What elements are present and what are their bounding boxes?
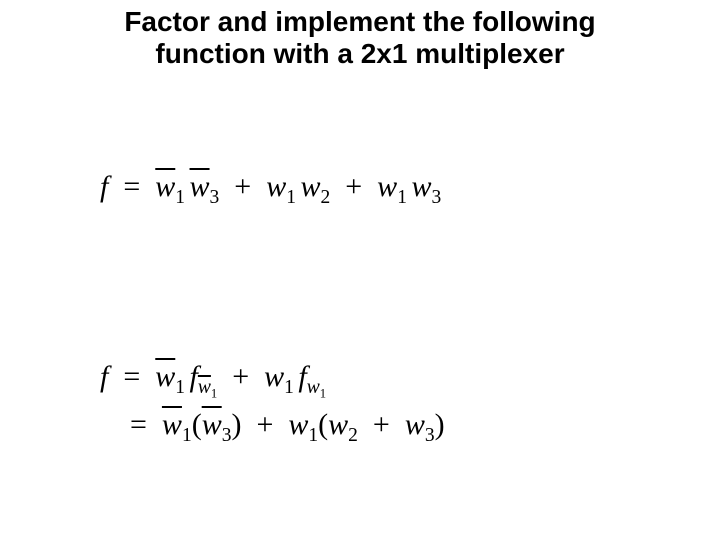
eq1-plus-2: + <box>345 170 362 203</box>
eq2-f2-sub-sub: 1 <box>320 386 326 400</box>
eq1-w1b: w <box>377 170 397 203</box>
eq3-equals: = <box>130 408 147 441</box>
eq2-f2-sub-base: w <box>307 377 320 398</box>
eq2-w1bar-base: w <box>155 360 175 393</box>
slide-title: Factor and implement the following funct… <box>0 6 720 70</box>
eq1-w3: w <box>411 170 431 203</box>
eq1-w3bar-base: w <box>190 170 210 203</box>
eq3-w1bar: w <box>162 408 182 441</box>
eq3-w3bar-sub: 3 <box>222 425 232 446</box>
eq3-lpar1: ( <box>192 408 202 441</box>
eq1-equals: = <box>123 170 140 203</box>
eq1-plus-1: + <box>234 170 251 203</box>
eq1-w1bar: w <box>155 170 175 203</box>
eq2-f2: f <box>298 360 306 393</box>
eq1-w1a-sub: 1 <box>286 187 296 208</box>
eq2-f1-sub-sub: 1 <box>211 386 217 400</box>
eq2-f1-sub: w1 <box>198 377 217 398</box>
eq1-w1bar-sub: 1 <box>175 187 185 208</box>
eq1-w3bar: w <box>190 170 210 203</box>
eq3-lpar2: ( <box>318 408 328 441</box>
eq2-w1bar: w <box>155 360 175 393</box>
eq3-w3: w <box>405 408 425 441</box>
eq3-w1-sub: 1 <box>308 425 318 446</box>
eq2-w1: w <box>264 360 284 393</box>
eq3-w1bar-base: w <box>162 408 182 441</box>
equation-1: f = w1w3 + w1w2 + w1w3 <box>100 170 441 209</box>
eq1-w1a: w <box>266 170 286 203</box>
eq3-plus: + <box>256 408 273 441</box>
eq2-f1-sub-base: w <box>198 377 211 398</box>
eq2-w1bar-sub: 1 <box>175 377 185 398</box>
eq3-rpar1: ) <box>231 408 241 441</box>
eq3-rpar2: ) <box>435 408 445 441</box>
eq1-w2: w <box>300 170 320 203</box>
eq1-w3bar-sub: 3 <box>210 187 220 208</box>
title-line-1: Factor and implement the following <box>124 6 595 37</box>
eq3-w1: w <box>288 408 308 441</box>
eq2-equals: = <box>123 360 140 393</box>
eq3-w3-sub: 3 <box>425 425 435 446</box>
eq3-plus-in: + <box>373 408 390 441</box>
eq2-lhs: f <box>100 360 108 393</box>
eq1-w3-sub: 3 <box>431 187 441 208</box>
eq1-w1b-sub: 1 <box>397 187 407 208</box>
eq2-f1: f <box>190 360 198 393</box>
title-line-2: function with a 2x1 multiplexer <box>155 38 564 69</box>
eq3-w1bar-sub: 1 <box>182 425 192 446</box>
eq2-w1-sub: 1 <box>284 377 294 398</box>
eq1-lhs: f <box>100 170 108 203</box>
eq3-w3bar: w <box>202 408 222 441</box>
eq1-w1bar-base: w <box>155 170 175 203</box>
equation-3: = w1(w3) + w1(w2 + w3) <box>130 408 445 447</box>
eq3-w2-sub: 2 <box>348 425 358 446</box>
equation-2: f = w1fw1 + w1fw1 <box>100 360 326 401</box>
eq2-f2-sub: w1 <box>307 377 326 398</box>
eq1-w2-sub: 2 <box>321 187 331 208</box>
eq3-w3bar-base: w <box>202 408 222 441</box>
eq3-w2: w <box>328 408 348 441</box>
eq2-plus: + <box>232 360 249 393</box>
slide: Factor and implement the following funct… <box>0 0 720 540</box>
